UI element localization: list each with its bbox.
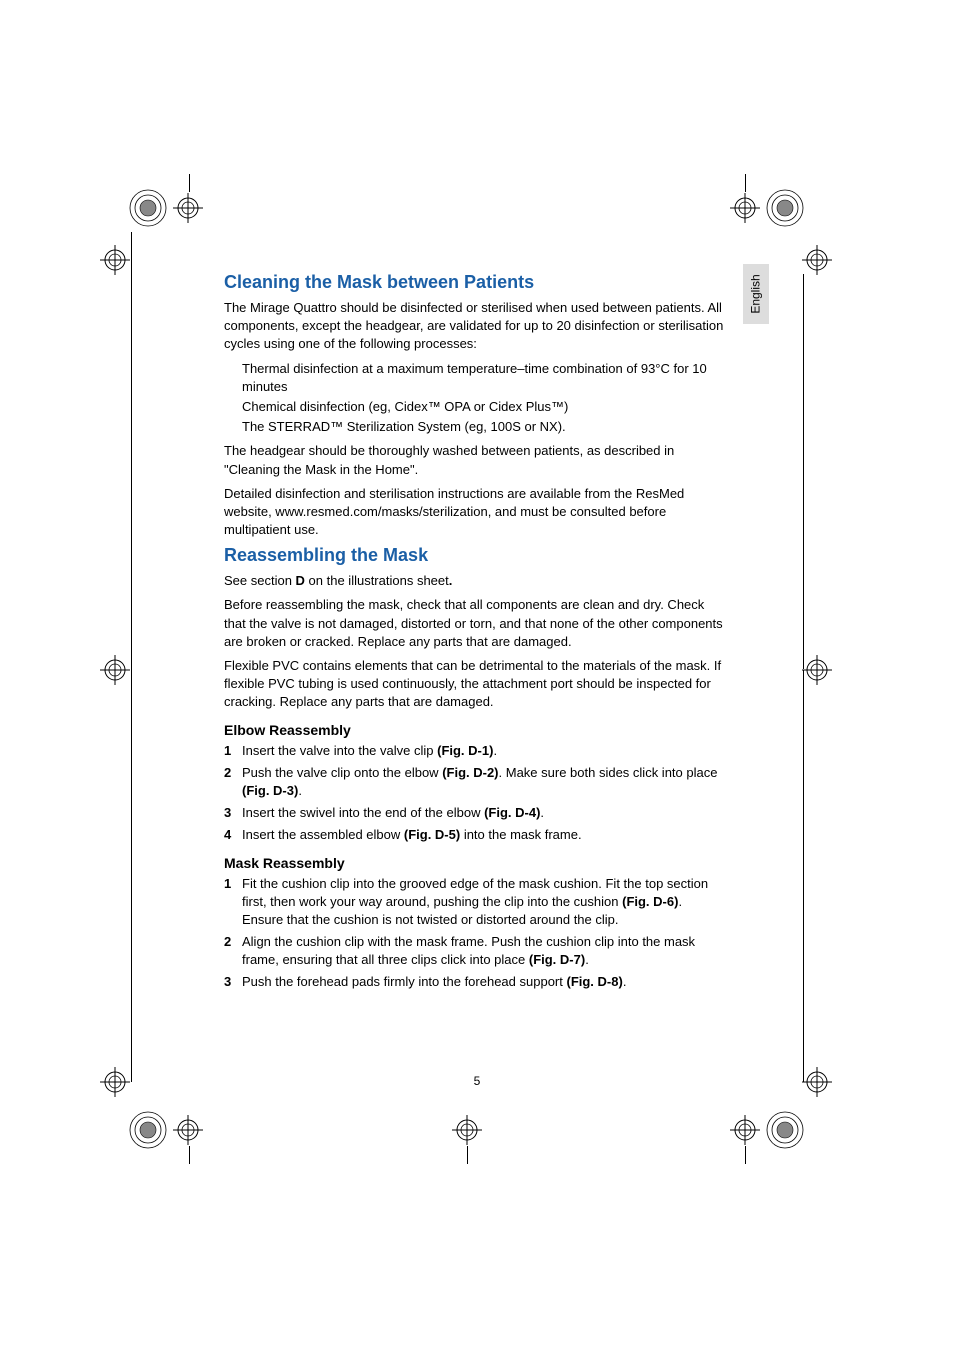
list-item: 3 Insert the swivel into the end of the … [224,804,724,822]
crosshair-icon [173,193,203,223]
bullet-text: The STERRAD™ Sterilization System (eg, 1… [242,418,724,436]
list-item: 1 Fit the cushion clip into the grooved … [224,875,724,930]
crop-line [745,174,746,192]
crop-line [189,1146,190,1164]
bullet-text: Thermal disinfection at a maximum temper… [242,360,724,396]
crosshair-icon [100,1067,130,1097]
page-content: English Cleaning the Mask between Patien… [224,270,724,996]
body-text: The Mirage Quattro should be disinfected… [224,299,724,354]
body-text: Flexible PVC contains elements that can … [224,657,724,712]
crop-line [467,1146,468,1164]
crop-line [803,274,804,669]
crosshair-icon [452,1115,482,1145]
print-mark-icon [128,1110,168,1150]
list-item: 2 Align the cushion clip with the mask f… [224,933,724,969]
print-mark-icon [765,188,805,228]
crosshair-icon [802,655,832,685]
crosshair-icon [730,1115,760,1145]
body-text: Before reassembling the mask, check that… [224,596,724,651]
crosshair-icon [100,245,130,275]
bullet-text: Chemical disinfection (eg, Cidex™ OPA or… [242,398,724,416]
print-mark-icon [128,188,168,228]
page-number: 5 [474,1074,481,1088]
section-title-cleaning: Cleaning the Mask between Patients [224,272,724,293]
list-item: 1 Insert the valve into the valve clip (… [224,742,724,760]
crop-line [745,1146,746,1164]
language-label: English [749,274,763,313]
body-text: Detailed disinfection and sterilisation … [224,485,724,540]
section-title-reassembling: Reassembling the Mask [224,545,724,566]
list-item: 3 Push the forehead pads firmly into the… [224,973,724,991]
crosshair-icon [802,245,832,275]
print-mark-icon [765,1110,805,1150]
subsection-title-mask: Mask Reassembly [224,855,724,871]
crosshair-icon [730,193,760,223]
language-tab: English [743,264,769,324]
crop-line [131,670,132,1082]
body-text: The headgear should be thoroughly washed… [224,442,724,478]
crosshair-icon [100,655,130,685]
list-item: 2 Push the valve clip onto the elbow (Fi… [224,764,724,800]
crop-line [803,670,804,1082]
crosshair-icon [802,1067,832,1097]
subsection-title-elbow: Elbow Reassembly [224,722,724,738]
crop-line [189,174,190,192]
crop-line [131,232,132,672]
list-item: 4 Insert the assembled elbow (Fig. D-5) … [224,826,724,844]
crosshair-icon [173,1115,203,1145]
body-text: See section D on the illustrations sheet… [224,572,724,590]
